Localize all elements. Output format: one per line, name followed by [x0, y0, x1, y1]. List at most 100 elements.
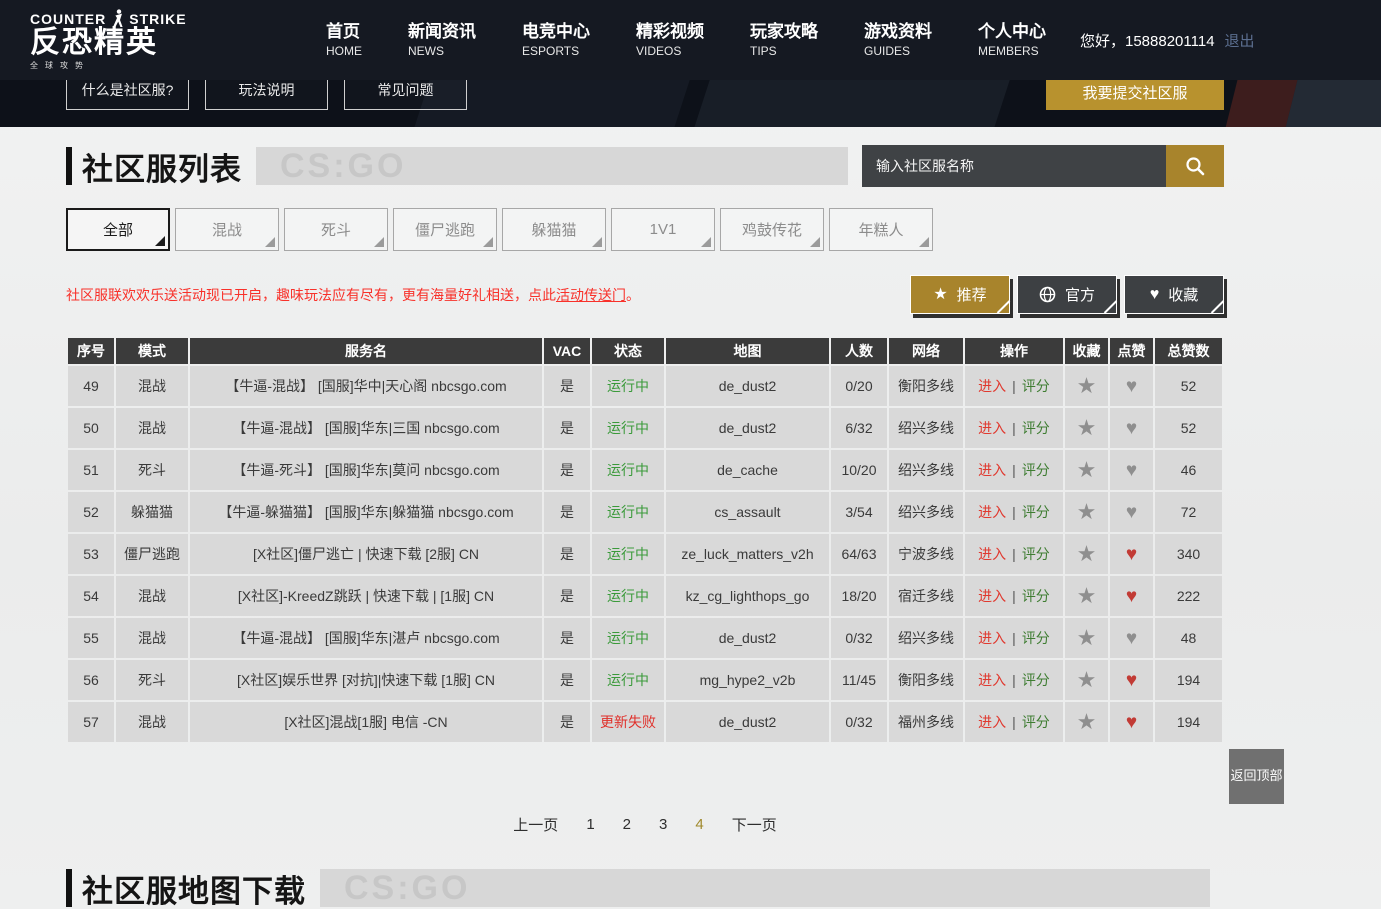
enter-link[interactable]: 进入: [978, 504, 1007, 520]
section-header: 社区服列表 CS:GO: [66, 145, 1224, 187]
cell-server-name: [X社区]-KreedZ跳跃 | 快速下载 | [1服] CN: [190, 576, 542, 616]
nav-item[interactable]: 首页 HOME: [326, 22, 362, 58]
banner-help-link[interactable]: 什么是社区服?: [66, 80, 189, 110]
rate-link[interactable]: 评分: [1021, 672, 1050, 688]
like-heart-icon[interactable]: ♥: [1125, 585, 1138, 607]
server-row: 51 死斗 【牛逼-死斗】 [国服]华东|莫问 nbcsgo.com 是 运行中…: [68, 450, 1222, 490]
cell-status: 运行中: [592, 534, 664, 574]
like-heart-icon[interactable]: ♥: [1125, 627, 1138, 649]
server-row: 53 僵尸逃跑 [X社区]僵尸逃亡 | 快速下载 [2服] CN 是 运行中 z…: [68, 534, 1222, 574]
cell-map: ze_luck_matters_v2h: [666, 534, 829, 574]
nav-item[interactable]: 电竞中心 ESPORTS: [522, 22, 590, 58]
cell-mode: 死斗: [116, 660, 188, 700]
cell-favorite: ★: [1065, 576, 1108, 616]
favorite-star-icon[interactable]: ★: [1076, 499, 1097, 524]
enter-link[interactable]: 进入: [978, 630, 1007, 646]
cell-like: ♥: [1110, 534, 1153, 574]
like-heart-icon[interactable]: ♥: [1125, 417, 1138, 439]
banner-help-link[interactable]: 玩法说明: [205, 80, 328, 110]
rate-link[interactable]: 评分: [1021, 588, 1050, 604]
recommend-button[interactable]: ★ 推荐: [910, 275, 1010, 314]
cell-favorite: ★: [1065, 366, 1108, 406]
official-button[interactable]: 官方: [1017, 275, 1117, 314]
nav-item[interactable]: 游戏资料 GUIDES: [864, 22, 932, 58]
event-portal-link[interactable]: 活动传送门: [556, 286, 626, 303]
cell-ops: 进入 | 评分: [965, 702, 1063, 742]
prev-page-button[interactable]: 上一页: [513, 817, 559, 834]
back-to-top-button[interactable]: 返回顶部: [1229, 749, 1284, 804]
mode-filter-tab[interactable]: 1V1: [611, 208, 715, 251]
nav-item[interactable]: 玩家攻略 TIPS: [750, 22, 818, 58]
favorite-star-icon[interactable]: ★: [1076, 667, 1097, 692]
favorite-star-icon[interactable]: ★: [1076, 541, 1097, 566]
banner-help-link[interactable]: 常见问题: [344, 80, 467, 110]
enter-link[interactable]: 进入: [978, 378, 1007, 394]
cell-vac: 是: [544, 450, 590, 490]
favorite-star-icon[interactable]: ★: [1076, 625, 1097, 650]
mode-filter-tab[interactable]: 混战: [175, 208, 279, 251]
mode-filter-tab[interactable]: 全部: [66, 208, 170, 251]
rate-link[interactable]: 评分: [1021, 714, 1050, 730]
server-row: 56 死斗 [X社区]娱乐世界 [对抗]|快速下载 [1服] CN 是 运行中 …: [68, 660, 1222, 700]
search-input[interactable]: [862, 145, 1166, 187]
favorite-star-icon[interactable]: ★: [1076, 583, 1097, 608]
cell-favorite: ★: [1065, 492, 1108, 532]
logo-counter-text: COUNTER: [30, 10, 107, 27]
cell-favorite: ★: [1065, 702, 1108, 742]
like-heart-icon[interactable]: ♥: [1125, 375, 1138, 397]
col-header-mode: 模式: [116, 338, 188, 364]
top-navbar: COUNTER STRIKE 反恐精英 全球攻势 首页 HOME 新闻资讯: [0, 0, 1381, 80]
rate-link[interactable]: 评分: [1021, 630, 1050, 646]
page-number[interactable]: 3: [659, 816, 668, 833]
search-icon: [1186, 157, 1205, 176]
mode-filter-tab[interactable]: 死斗: [284, 208, 388, 251]
enter-link[interactable]: 进入: [978, 462, 1007, 478]
enter-link[interactable]: 进入: [978, 588, 1007, 604]
cell-total-likes: 72: [1155, 492, 1222, 532]
like-heart-icon[interactable]: ♥: [1125, 459, 1138, 481]
logout-link[interactable]: 退出: [1224, 32, 1255, 50]
cell-players: 0/20: [831, 366, 887, 406]
table-header-row: 序号 模式 服务名 VAC 状态 地图 人数 网络 操作 收藏 点赞 总赞数: [68, 338, 1222, 364]
like-heart-icon[interactable]: ♥: [1125, 711, 1138, 733]
cell-map: de_dust2: [666, 366, 829, 406]
cell-like: ♥: [1110, 702, 1153, 742]
rate-link[interactable]: 评分: [1021, 378, 1050, 394]
mode-filter-tab[interactable]: 僵尸逃跑: [393, 208, 497, 251]
nav-item[interactable]: 新闻资讯 NEWS: [408, 22, 476, 58]
mode-filter-tab[interactable]: 鸡鼓传花: [720, 208, 824, 251]
server-row: 52 躲猫猫 【牛逼-躲猫猫】 [国服]华东|躲猫猫 nbcsgo.com 是 …: [68, 492, 1222, 532]
submit-server-button[interactable]: 我要提交社区服: [1046, 80, 1224, 110]
cell-vac: 是: [544, 660, 590, 700]
favorite-star-icon[interactable]: ★: [1076, 415, 1097, 440]
page-number[interactable]: 4: [695, 816, 704, 833]
rate-link[interactable]: 评分: [1021, 546, 1050, 562]
like-heart-icon[interactable]: ♥: [1125, 669, 1138, 691]
rate-link[interactable]: 评分: [1021, 462, 1050, 478]
page-number[interactable]: 2: [622, 816, 631, 833]
cell-server-name: 【牛逼-死斗】 [国服]华东|莫问 nbcsgo.com: [190, 450, 542, 490]
enter-link[interactable]: 进入: [978, 714, 1007, 730]
rate-link[interactable]: 评分: [1021, 504, 1050, 520]
favorite-star-icon[interactable]: ★: [1076, 457, 1097, 482]
nav-item[interactable]: 精彩视频 VIDEOS: [636, 22, 704, 58]
cell-map: cs_assault: [666, 492, 829, 532]
search-button[interactable]: [1166, 145, 1224, 187]
mode-filter-tab[interactable]: 年糕人: [829, 208, 933, 251]
enter-link[interactable]: 进入: [978, 672, 1007, 688]
favorite-star-icon[interactable]: ★: [1076, 373, 1097, 398]
favorites-button[interactable]: ♥ 收藏: [1124, 275, 1224, 314]
mode-filter-tab[interactable]: 躲猫猫: [502, 208, 606, 251]
rate-link[interactable]: 评分: [1021, 420, 1050, 436]
like-heart-icon[interactable]: ♥: [1125, 501, 1138, 523]
list-action-buttons: ★ 推荐 官方 ♥ 收藏: [910, 275, 1224, 314]
favorite-star-icon[interactable]: ★: [1076, 709, 1097, 734]
nav-item[interactable]: 个人中心 MEMBERS: [978, 22, 1046, 58]
enter-link[interactable]: 进入: [978, 546, 1007, 562]
cell-ops: 进入 | 评分: [965, 618, 1063, 658]
title-accent-bar: [66, 147, 72, 185]
next-page-button[interactable]: 下一页: [731, 817, 777, 834]
page-number[interactable]: 1: [586, 816, 595, 833]
like-heart-icon[interactable]: ♥: [1125, 543, 1138, 565]
enter-link[interactable]: 进入: [978, 420, 1007, 436]
